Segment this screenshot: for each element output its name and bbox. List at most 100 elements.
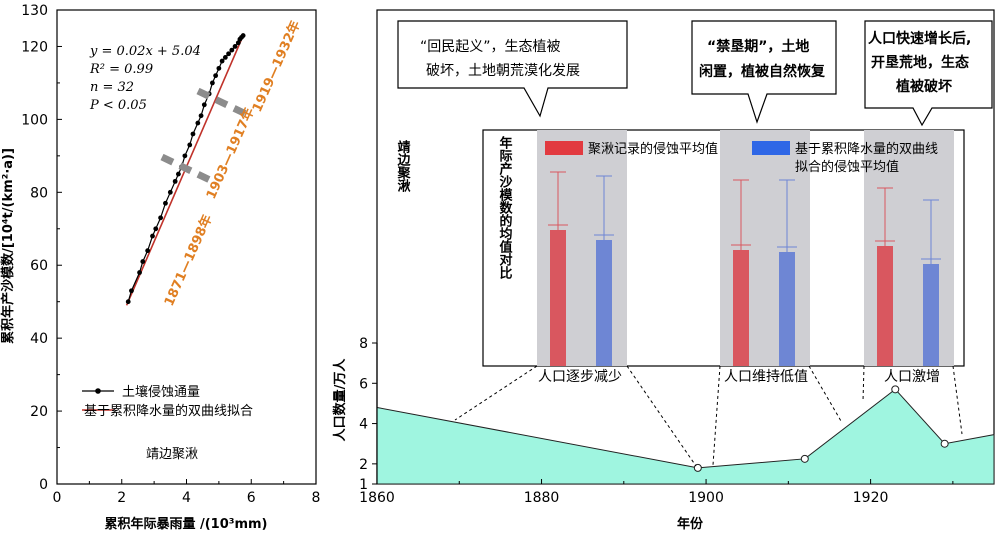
population-points <box>693 385 949 472</box>
x-tick-label: 6 <box>247 490 256 506</box>
connector <box>454 365 538 421</box>
right-x-ticks: 1860 1880 1900 1920 <box>359 479 954 506</box>
y-tick-label: 1 <box>359 477 368 493</box>
x-tick-label: 1900 <box>688 490 724 506</box>
data-point <box>145 248 151 254</box>
callout-3-line-3: 植被破坏 <box>895 78 952 95</box>
population-area <box>376 388 995 485</box>
callout-1: “回民起义”，生态植被 破坏，土地朝荒漠化发展 <box>397 20 628 118</box>
data-point <box>222 55 228 60</box>
data-point <box>219 58 225 64</box>
x-tick-label: 1860 <box>359 490 395 506</box>
callout-3-bubble <box>864 20 993 127</box>
data-point <box>213 73 219 79</box>
left-legend: 土壤侵蚀通量 基于累积降水量的双曲线拟合 <box>82 384 253 419</box>
legend-label-blue-1: 基于累积降水量的双曲线 <box>795 141 938 157</box>
x-tick-label: 0 <box>53 490 62 506</box>
data-point <box>150 233 155 239</box>
data-point <box>187 142 193 148</box>
bar <box>733 250 749 366</box>
bar <box>779 252 795 366</box>
left-y-axis-label: 累积年产沙模数/[10⁴t/(km²·a)] <box>0 148 16 344</box>
y-tick-label: 2 <box>359 457 368 473</box>
inset-period-label-1: 人口逐步减少 <box>538 369 622 385</box>
equation-block: y = 0.02x + 5.04 R² = 0.99 n = 32 P < 0.… <box>89 44 201 113</box>
connector-lines <box>454 365 963 467</box>
y-tick-label: 120 <box>21 39 48 55</box>
right-region-label-text: 靖边聚湫 <box>395 139 412 193</box>
inset-period-label-3: 人口激增 <box>884 368 940 385</box>
callout-2: “禁垦期”，土地 闲置，植被自然恢复 <box>691 20 837 124</box>
data-point <box>176 171 181 177</box>
data-point <box>125 299 131 305</box>
callout-3-line-2: 开垦荒地，生态 <box>871 54 969 71</box>
left-scatter-panel: 0 2 4 6 8 0 20 40 60 80 100 120 130 累积年产沙模数/[10⁴t/(… <box>0 3 320 532</box>
inset-legend: 聚湫记录的侵蚀平均值 基于累积降水量的双曲线 拟合的侵蚀平均值 <box>545 141 938 175</box>
p-line: P < 0.05 <box>89 98 147 113</box>
y-tick-label: 130 <box>21 3 48 19</box>
connector <box>712 365 721 466</box>
divider-1 <box>160 153 212 184</box>
inset-y-label: 年际产沙模数的均值对比 <box>497 135 513 280</box>
legend-label-blue-2: 拟合的侵蚀平均值 <box>795 159 899 175</box>
y-tick-label: 6 <box>359 376 368 392</box>
callout-1-bubble <box>397 20 628 118</box>
data-point <box>182 153 188 159</box>
population-point <box>693 463 702 472</box>
bar <box>596 240 612 366</box>
legend-marker-dot <box>95 388 101 394</box>
legend-label-fit: 基于累积降水量的双曲线拟合 <box>84 403 253 419</box>
x-tick-label: 1880 <box>524 490 560 506</box>
data-point <box>140 259 146 264</box>
legend-swatch-red <box>545 141 583 155</box>
data-point <box>201 102 207 108</box>
y-tick-label: 100 <box>21 112 48 128</box>
left-y-ticks: 0 20 40 60 80 100 120 130 <box>21 3 62 493</box>
data-point <box>240 33 246 38</box>
bar <box>550 230 566 366</box>
population-point <box>891 385 900 394</box>
y-tick-label: 0 <box>39 477 48 493</box>
x-tick-label: 1920 <box>853 490 889 506</box>
population-point <box>940 439 949 448</box>
legend-label-flux: 土壤侵蚀通量 <box>122 384 200 400</box>
y-tick-label: 60 <box>30 258 48 274</box>
left-x-ticks: 0 2 4 6 8 <box>53 479 321 506</box>
data-point <box>226 51 231 57</box>
callout-1-line-1: “回民起义”，生态植被 <box>420 39 561 55</box>
x-tick-label: 8 <box>312 490 321 506</box>
data-point <box>232 44 238 49</box>
data-point <box>216 65 222 71</box>
period-label-3: 1919—1932年 <box>249 18 304 114</box>
data-point <box>153 226 159 232</box>
data-point <box>190 131 196 137</box>
connector <box>862 365 865 402</box>
y-tick-label: 20 <box>30 404 48 420</box>
callout-1-line-2: 破坏，土地朝荒漠化发展 <box>426 63 580 79</box>
bar <box>877 246 893 366</box>
right-region-label: 靖边聚湫 <box>395 139 412 193</box>
y-tick-label: 4 <box>359 417 368 433</box>
right-x-axis-label: 年份 <box>677 516 704 532</box>
equation-line: y = 0.02x + 5.04 <box>89 44 201 59</box>
inset-bar-chart: 年际产沙模数的均值对比 聚湫记录的侵蚀平均值 基于累积降水量的双曲线 拟合的侵蚀… <box>482 129 965 367</box>
period-label-1: 1871—1898年 <box>161 212 216 308</box>
data-point <box>229 47 235 53</box>
data-point <box>198 113 204 119</box>
y-tick-label: 40 <box>30 331 48 347</box>
data-point <box>163 200 168 206</box>
data-point <box>172 178 178 184</box>
callout-2-line-2: 闲置，植被自然恢复 <box>699 63 826 80</box>
data-point <box>210 80 215 86</box>
right-population-panel: 1860 1880 1900 1920 1 2 4 6 8 人口数量/万人 年份 靖边聚湫 年… <box>332 9 995 532</box>
data-point <box>129 288 134 294</box>
inset-bars <box>548 171 941 366</box>
left-region-label: 靖边聚湫 <box>146 447 198 462</box>
r2-line: R² = 0.99 <box>89 62 153 77</box>
callout-3: 人口快速增长后, 开垦荒地，生态 植被破坏 <box>864 20 993 127</box>
callout-2-line-1: “禁垦期”，土地 <box>707 38 809 55</box>
inset-period-label-2: 人口维持低值 <box>724 369 808 385</box>
data-point <box>195 120 201 126</box>
callout-3-line-1: 人口快速增长后, <box>868 30 971 47</box>
connector <box>626 365 697 467</box>
